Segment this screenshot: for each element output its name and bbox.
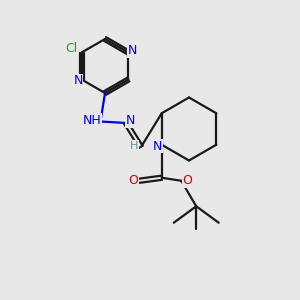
Text: O: O xyxy=(182,174,192,187)
Text: N: N xyxy=(127,44,137,58)
Text: Cl: Cl xyxy=(65,41,77,55)
Text: N: N xyxy=(126,114,135,127)
Text: O: O xyxy=(128,174,138,187)
Text: N: N xyxy=(152,140,162,153)
Text: N: N xyxy=(73,74,83,88)
Text: H: H xyxy=(130,140,139,151)
Text: NH: NH xyxy=(83,113,101,127)
